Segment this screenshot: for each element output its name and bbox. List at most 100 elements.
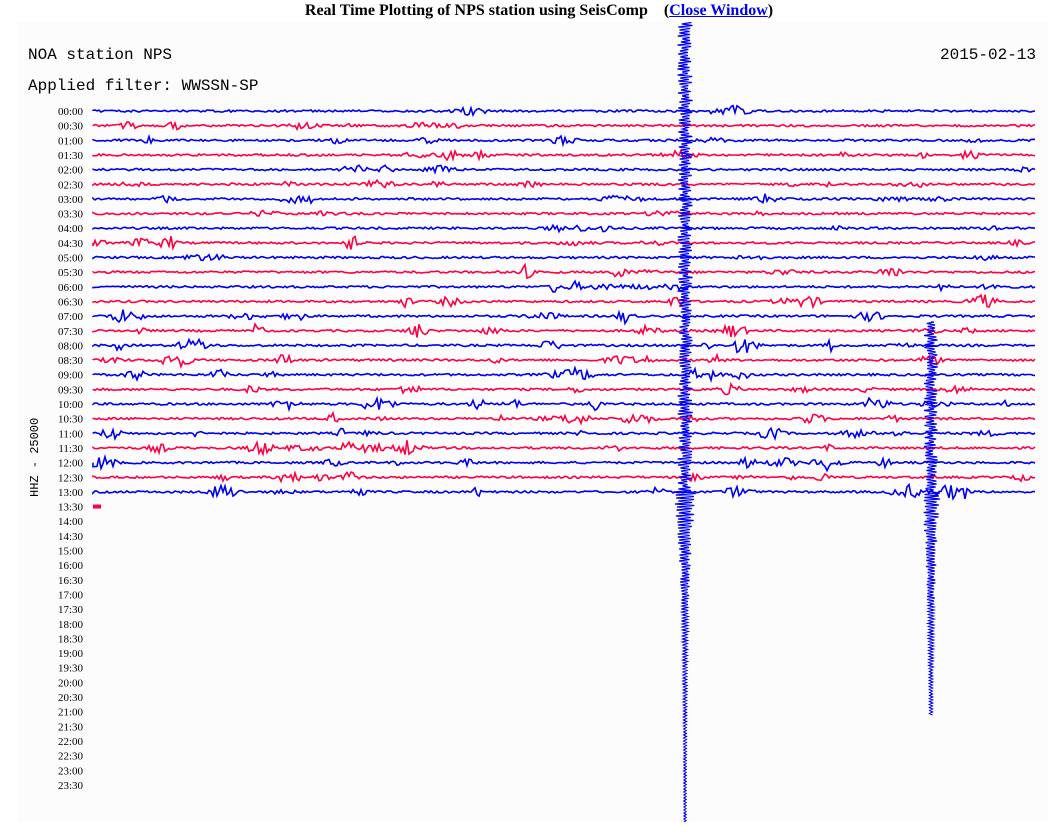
seismic-trace	[92, 104, 1036, 118]
row-time-label: 09:00	[58, 370, 84, 382]
seismic-trace	[92, 365, 1036, 384]
trace-row: 02:00	[58, 164, 1036, 177]
trace-row: 20:30	[58, 692, 84, 704]
chart-title: NOA station NPS	[28, 46, 172, 64]
row-time-label: 22:00	[58, 736, 84, 748]
row-time-label: 05:30	[58, 267, 84, 279]
seismic-trace	[92, 147, 1036, 162]
seismic-trace	[92, 337, 1036, 354]
trace-row: 20:00	[58, 677, 84, 689]
seismic-trace	[92, 262, 1036, 280]
row-time-label: 16:00	[58, 560, 84, 572]
row-time-label: 03:30	[58, 209, 84, 221]
seismic-trace	[92, 482, 1036, 501]
trace-row: 03:00	[58, 193, 1036, 206]
row-time-label: 08:00	[58, 340, 84, 352]
trace-row: 14:00	[58, 516, 84, 528]
trace-row: 10:30	[58, 410, 1036, 426]
row-time-label: 09:30	[58, 384, 84, 396]
row-time-label: 06:30	[58, 296, 84, 308]
seismic-trace	[92, 381, 1036, 396]
row-time-label: 21:00	[58, 707, 84, 719]
row-time-label: 01:00	[58, 135, 84, 147]
trace-row: 23:30	[58, 780, 84, 792]
row-time-label: 03:00	[58, 194, 84, 206]
row-time-label: 15:00	[58, 546, 84, 558]
trace-row: 05:00	[58, 253, 1036, 265]
row-time-label: 07:00	[58, 311, 84, 323]
row-time-label: 16:30	[58, 575, 84, 587]
row-time-label: 02:30	[58, 179, 84, 191]
seismic-trace	[92, 439, 1036, 457]
row-time-label: 06:00	[58, 282, 84, 294]
trace-row: 16:30	[58, 575, 84, 587]
row-time-label: 10:30	[58, 414, 84, 426]
link-open-paren: (	[663, 2, 670, 19]
row-time-label: 20:00	[58, 677, 84, 689]
filter-label: Applied filter: WWSSN-SP	[28, 77, 258, 95]
trace-row: 12:00	[58, 453, 1036, 473]
seismic-trace	[92, 120, 1036, 132]
trace-row: 01:00	[58, 133, 1036, 148]
close-window-link[interactable]: Close Window	[669, 2, 768, 19]
row-time-label: 18:30	[58, 633, 84, 645]
trace-row: 15:00	[58, 546, 84, 558]
row-time-label: 13:00	[58, 487, 84, 499]
row-time-label: 14:00	[58, 516, 84, 528]
seismic-trace	[92, 426, 1036, 441]
main-event-trace	[673, 22, 696, 822]
chart-date: 2015-02-13	[940, 46, 1036, 64]
row-time-label: 21:30	[58, 721, 84, 733]
trace-row: 06:00	[58, 279, 1036, 294]
row-time-label: 10:00	[58, 399, 84, 411]
trace-row: 21:00	[58, 707, 84, 719]
row-time-label: 04:00	[58, 223, 84, 235]
page-title: Real Time Plotting of NPS station using …	[304, 2, 648, 19]
trace-row: 08:30	[58, 352, 1036, 370]
seismic-trace	[92, 164, 1036, 175]
trace-row: 13:00	[58, 482, 1036, 501]
row-time-label: 07:30	[58, 326, 84, 338]
row-time-label: 23:00	[58, 765, 84, 777]
seismic-trace	[92, 470, 1036, 484]
page-header: Real Time Plotting of NPS station using …	[0, 2, 1058, 24]
row-time-label: 20:30	[58, 692, 84, 704]
trace-row: 01:30	[58, 147, 1036, 162]
seismic-trace	[92, 322, 1036, 338]
trace-row: 12:30	[58, 470, 1036, 484]
seismic-trace	[92, 133, 1036, 148]
link-close-paren: )	[767, 2, 774, 19]
trace-row: 19:00	[58, 648, 84, 660]
row-time-label: 12:30	[58, 472, 84, 484]
row-time-label: 08:30	[58, 355, 84, 367]
trace-row: 19:30	[58, 663, 84, 675]
channel-label: HHZ - 25000	[28, 418, 42, 497]
trace-row: 17:00	[58, 589, 84, 601]
trace-row: 17:30	[58, 604, 84, 616]
seismic-trace	[92, 209, 1036, 217]
trace-row: 07:30	[58, 322, 1036, 338]
seismic-trace	[92, 235, 1036, 252]
row-time-label: 23:30	[58, 780, 84, 792]
seismic-trace	[92, 253, 1036, 262]
seismic-trace	[92, 223, 1036, 234]
seismogram-svg: NOA station NPS 2015-02-13 Applied filte…	[28, 22, 1036, 822]
row-time-label: 13:30	[58, 502, 84, 514]
row-time-label: 04:30	[58, 238, 84, 250]
seismic-trace	[92, 453, 1036, 473]
row-time-label: 19:00	[58, 648, 84, 660]
event-traces	[673, 22, 941, 822]
row-time-label: 22:30	[58, 751, 84, 763]
row-time-label: 00:30	[58, 121, 84, 133]
trace-row: 18:30	[58, 633, 84, 645]
second-event-trace	[923, 321, 941, 716]
trace-row: 18:00	[58, 619, 84, 631]
trace-row: 00:30	[58, 120, 1036, 133]
row-time-label: 01:30	[58, 150, 84, 162]
trace-row: 08:00	[58, 337, 1036, 354]
trace-row: 14:30	[58, 531, 84, 543]
trace-row: 00:00	[58, 104, 1036, 118]
seismic-trace	[92, 178, 1036, 189]
trace-row: 13:30	[58, 502, 101, 514]
seismic-trace	[92, 309, 1036, 326]
